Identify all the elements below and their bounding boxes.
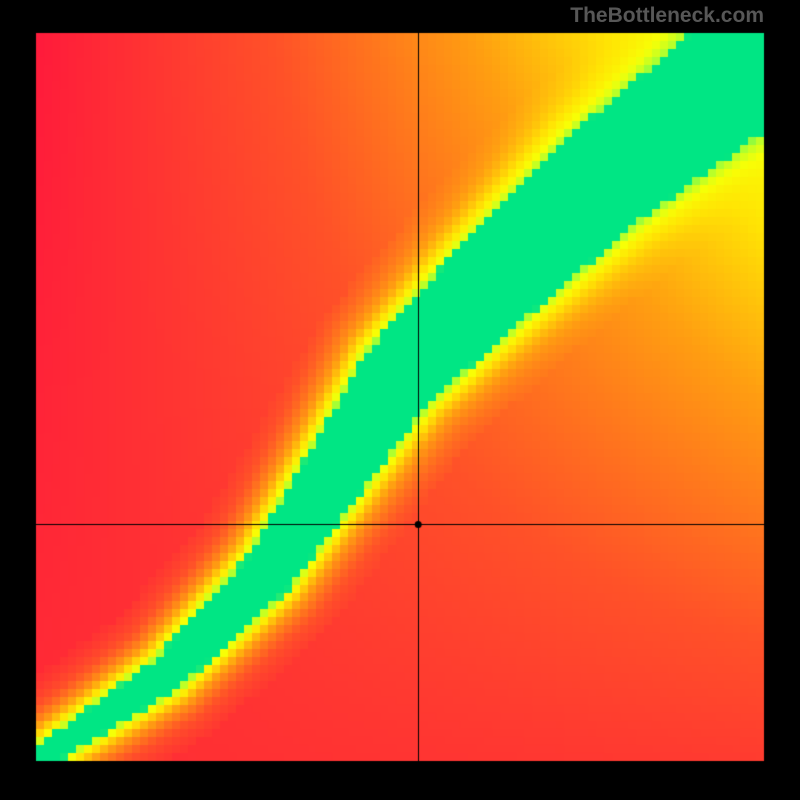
heatmap-canvas <box>0 0 800 800</box>
watermark-text: TheBottleneck.com <box>570 4 764 28</box>
chart-container: TheBottleneck.com <box>0 0 800 800</box>
